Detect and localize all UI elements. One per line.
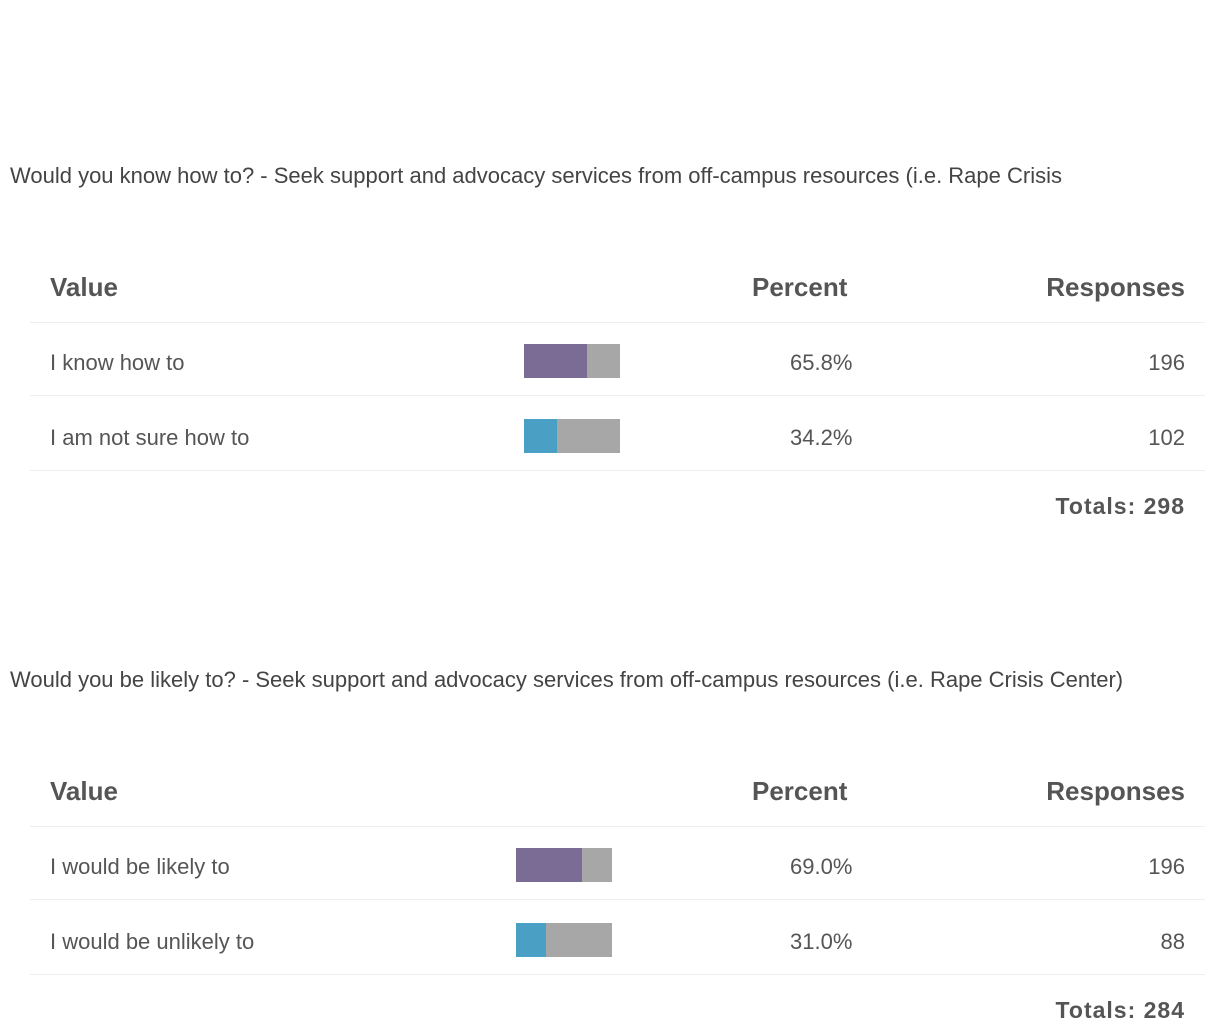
divider [30, 974, 1205, 975]
percent-fill [524, 344, 588, 378]
column-header: Value [50, 272, 118, 302]
totals: Totals: 298 [1055, 493, 1185, 519]
divider [30, 322, 1205, 323]
percent-bar [516, 848, 612, 882]
column-header: Responses [1046, 776, 1185, 806]
percent-fill [524, 419, 557, 453]
column-header: Percent [752, 776, 848, 806]
column-header: Value [50, 776, 118, 806]
divider [30, 470, 1205, 471]
percent: 34.2% [790, 425, 853, 450]
row-label: I would be likely to [50, 854, 230, 879]
percent-bar [516, 923, 612, 957]
column-header: Responses [1046, 272, 1185, 302]
responses: 196 [1148, 350, 1185, 375]
percent-bar [524, 344, 620, 378]
percent-fill [516, 923, 546, 957]
percent: 69.0% [790, 854, 853, 879]
responses: 102 [1148, 425, 1185, 450]
percent-fill [516, 848, 583, 882]
percent-bar [524, 419, 620, 453]
divider [30, 826, 1205, 827]
divider [30, 899, 1205, 900]
row-label: I know how to [50, 350, 185, 375]
responses: 196 [1148, 854, 1185, 879]
totals: Totals: 284 [1055, 997, 1185, 1023]
question: Would you know how to? - Seek support an… [10, 163, 1062, 188]
column-header: Percent [752, 272, 848, 302]
row-label: I am not sure how to [50, 425, 250, 450]
divider [30, 395, 1205, 396]
percent: 65.8% [790, 350, 853, 375]
percent: 31.0% [790, 929, 853, 954]
row-label: I would be unlikely to [50, 929, 255, 954]
responses: 88 [1160, 929, 1185, 954]
question: Would you be likely to? - Seek support a… [10, 667, 1124, 692]
